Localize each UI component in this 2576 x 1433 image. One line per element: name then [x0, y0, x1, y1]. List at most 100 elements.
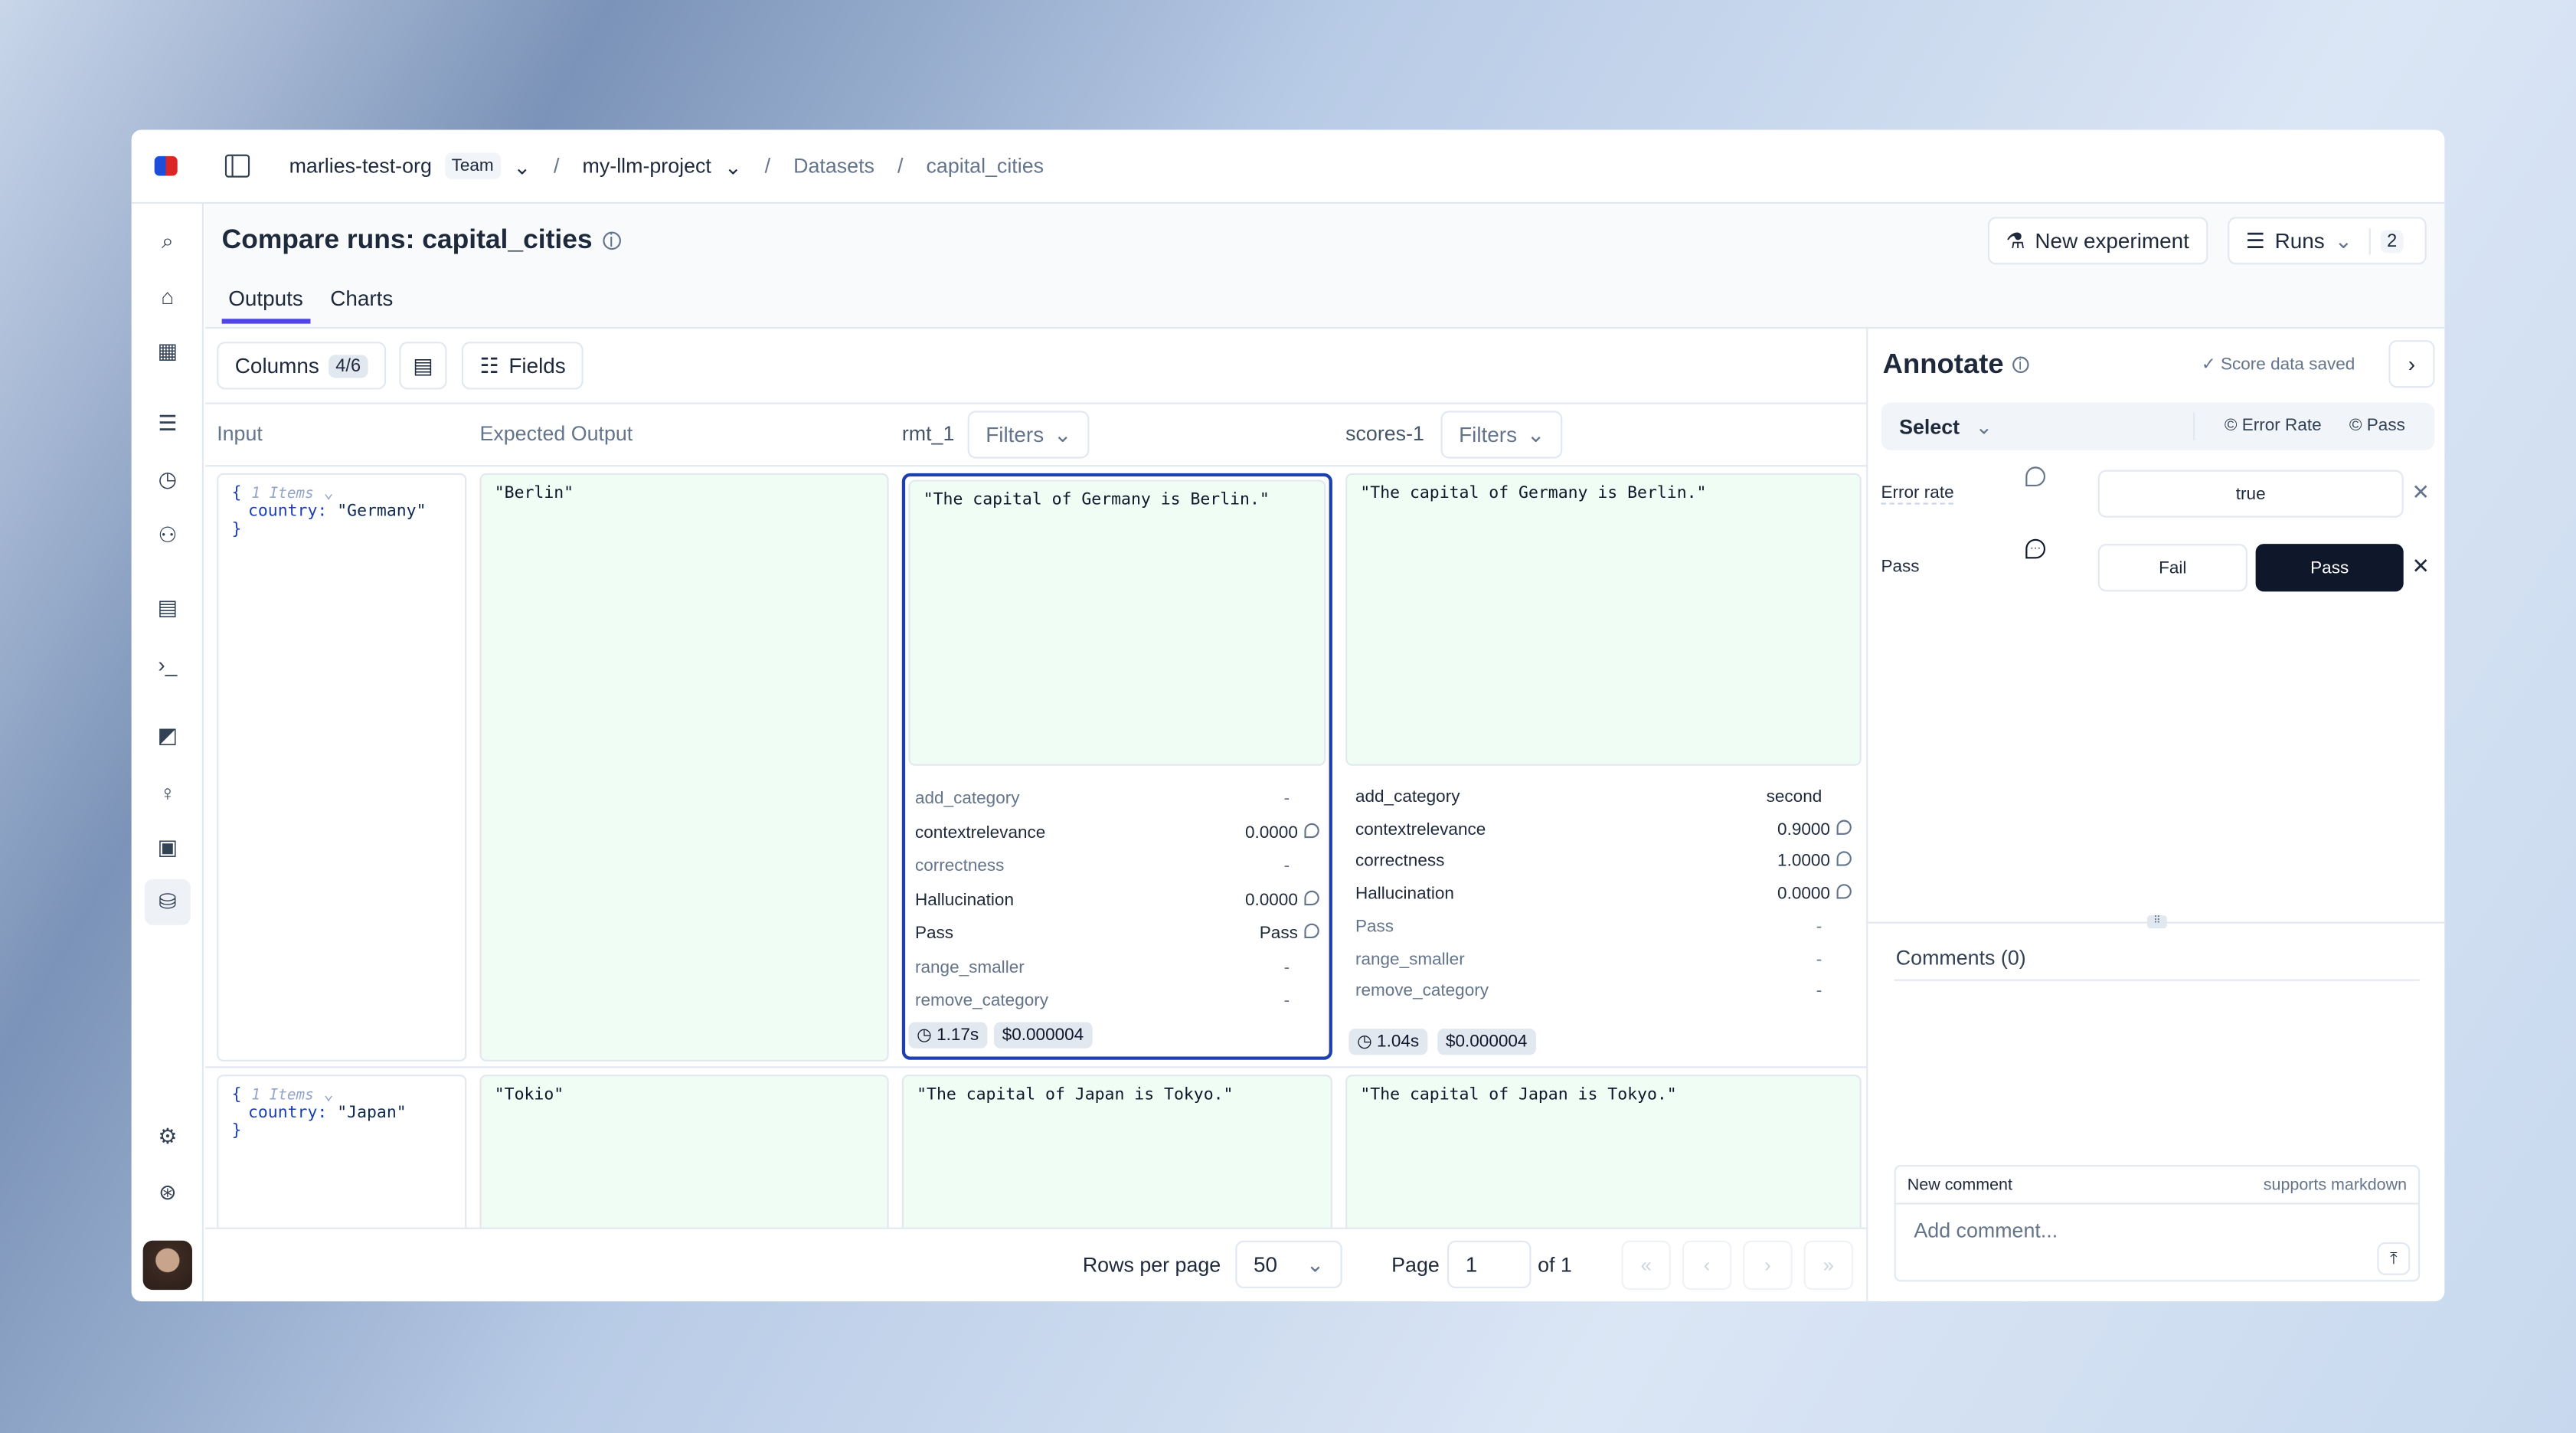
- terminal-icon[interactable]: ›_: [158, 651, 178, 676]
- prev-page-button[interactable]: ‹: [1682, 1240, 1732, 1291]
- input-cell[interactable]: { 1 Items ⌄ country: "Germany"}: [217, 473, 467, 1062]
- home-icon[interactable]: ⌂: [161, 283, 175, 309]
- info-icon[interactable]: i: [602, 231, 621, 250]
- run2-output-cell[interactable]: "The capital of Germany is Berlin." add_…: [1345, 473, 1862, 1060]
- score-value: -: [1816, 916, 1822, 937]
- score-row[interactable]: contextrelevance 0.0000: [914, 822, 1319, 842]
- score-row[interactable]: range_smaller -: [915, 957, 1319, 977]
- annotate-panel: Annotate i ✓ Score data saved › Select ⌄ …: [1866, 329, 2445, 1302]
- org-link[interactable]: marlies-test-org: [289, 154, 432, 178]
- score-row[interactable]: Hallucination 0.0000: [915, 889, 1319, 909]
- cost-badge: $0.000004: [993, 1022, 1092, 1049]
- run1-output-cell[interactable]: "The capital of Japan is Tokyo.": [901, 1075, 1332, 1239]
- comment-filled-icon[interactable]: …: [2025, 538, 2046, 559]
- chevron-down-icon[interactable]: ⌄: [724, 155, 742, 178]
- dataset-link[interactable]: capital_cities: [926, 154, 1044, 178]
- save-status: ✓ Score data saved: [2201, 355, 2355, 375]
- tab-charts[interactable]: Charts: [330, 286, 394, 311]
- comment-icon[interactable]: [1304, 822, 1319, 838]
- score-value: -: [1283, 856, 1290, 876]
- error-rate-input[interactable]: true: [2097, 469, 2404, 518]
- score-row[interactable]: Hallucination 0.0000: [1355, 884, 1852, 904]
- score-row[interactable]: correctness 1.0000: [1355, 852, 1852, 872]
- comment-icon[interactable]: [2025, 466, 2046, 487]
- score-name: range_smaller: [914, 957, 1025, 977]
- info-icon[interactable]: i: [2012, 356, 2028, 374]
- error-rate-label: Error rate: [1881, 483, 1954, 505]
- score-row[interactable]: add_category -: [915, 789, 1319, 809]
- score-row[interactable]: add_category second: [1355, 787, 1852, 807]
- input-cell[interactable]: { 1 Items ⌄ country: "Japan"}: [217, 1075, 467, 1239]
- rows-per-page-select[interactable]: 50 ⌄: [1235, 1240, 1342, 1288]
- first-page-button[interactable]: «: [1621, 1240, 1671, 1291]
- expected-output-cell[interactable]: "Tokio": [479, 1075, 889, 1239]
- score-name: contextrelevance: [914, 822, 1046, 842]
- score-row[interactable]: Pass -: [1355, 917, 1852, 937]
- columns-button[interactable]: Columns 4/6: [217, 342, 386, 390]
- clear-pass-button[interactable]: ✕: [2411, 553, 2430, 579]
- fields-button[interactable]: ☷ Fields: [461, 342, 584, 390]
- chip-error-rate[interactable]: © Error Rate: [2224, 415, 2322, 436]
- last-page-button[interactable]: »: [1803, 1240, 1854, 1291]
- separator: /: [897, 154, 904, 178]
- app-window: marlies-test-org Team ⌄ / my-llm-project…: [131, 129, 2445, 1302]
- chip-pass[interactable]: © Pass: [2349, 415, 2405, 436]
- collapse-panel-button[interactable]: ›: [2388, 340, 2435, 388]
- datasets-link[interactable]: Datasets: [793, 154, 874, 178]
- score-row[interactable]: contextrelevance 0.9000: [1355, 819, 1852, 839]
- database-icon[interactable]: ⛁: [144, 878, 191, 925]
- page-input[interactable]: 1: [1447, 1240, 1532, 1288]
- pass-option-selected[interactable]: Pass: [2255, 544, 2404, 592]
- users-icon[interactable]: ⚇: [158, 522, 178, 548]
- score-row[interactable]: remove_category -: [915, 991, 1319, 1011]
- clear-error-rate-button[interactable]: ✕: [2411, 479, 2430, 505]
- comment-icon[interactable]: [1304, 923, 1319, 939]
- score-row[interactable]: range_smaller -: [1355, 949, 1852, 969]
- markdown-hint: supports markdown: [2263, 1176, 2408, 1195]
- score-row[interactable]: remove_category -: [1355, 981, 1852, 1001]
- score-select-dropdown[interactable]: Select ⌄: [1899, 415, 1992, 439]
- file-code-icon[interactable]: ▤: [157, 594, 178, 620]
- comment-icon[interactable]: [1304, 889, 1319, 905]
- settings-icon[interactable]: ⚙: [158, 1124, 178, 1149]
- expected-output-cell[interactable]: "Berlin": [479, 473, 889, 1062]
- comment-icon[interactable]: [1836, 819, 1852, 835]
- lightbulb-icon[interactable]: ♀: [159, 779, 176, 805]
- score-name: correctness: [914, 856, 1005, 876]
- comment-input[interactable]: Add comment...: [1914, 1219, 2058, 1242]
- score-row[interactable]: Pass Pass: [914, 923, 1319, 944]
- chevron-down-icon[interactable]: ⌄: [513, 155, 531, 178]
- score-row[interactable]: correctness -: [915, 856, 1319, 876]
- sidebar-toggle-icon[interactable]: [224, 154, 250, 178]
- clock-icon[interactable]: ◷: [158, 466, 177, 492]
- score-name: Pass: [914, 923, 954, 944]
- runs-button[interactable]: ☰ Runs ⌄ 2: [2228, 217, 2427, 265]
- clipboard-icon[interactable]: ▣: [157, 834, 178, 860]
- run2-output-cell[interactable]: "The capital of Japan is Tokyo.": [1345, 1075, 1862, 1239]
- dashboard-icon[interactable]: ▦: [157, 338, 178, 364]
- search-icon[interactable]: ⌕: [162, 228, 174, 254]
- resize-handle[interactable]: ⠿: [2147, 914, 2167, 929]
- run2-filters-button[interactable]: Filters ⌄: [1440, 411, 1563, 459]
- new-comment-label: New comment: [1907, 1176, 2012, 1195]
- run2-output: "The capital of Germany is Berlin.": [1345, 473, 1862, 766]
- submit-comment-button[interactable]: ⤒: [2377, 1242, 2411, 1275]
- avatar[interactable]: [142, 1240, 193, 1291]
- next-page-button[interactable]: ›: [1743, 1240, 1793, 1291]
- column-header-run2: scores-1: [1345, 422, 1424, 446]
- project-link[interactable]: my-llm-project: [582, 154, 711, 178]
- run1-filters-button[interactable]: Filters ⌄: [967, 411, 1090, 459]
- tab-outputs[interactable]: Outputs: [221, 286, 310, 324]
- row-layout-button[interactable]: ▤: [399, 342, 447, 390]
- pass-label: Pass: [1881, 557, 1920, 577]
- list-icon[interactable]: ☰: [158, 411, 178, 436]
- score-value: 0.0000: [1245, 889, 1319, 909]
- page-total: of 1: [1538, 1253, 1572, 1277]
- run1-output-cell-selected[interactable]: "The capital of Germany is Berlin." add_…: [901, 473, 1332, 1060]
- chart-square-icon[interactable]: ◩: [157, 722, 178, 748]
- help-icon[interactable]: ⊛: [159, 1179, 177, 1205]
- comment-icon[interactable]: [1836, 852, 1852, 867]
- new-experiment-button[interactable]: ⚗ New experiment: [1987, 217, 2208, 265]
- comment-icon[interactable]: [1836, 884, 1852, 899]
- fail-option[interactable]: Fail: [2097, 544, 2247, 592]
